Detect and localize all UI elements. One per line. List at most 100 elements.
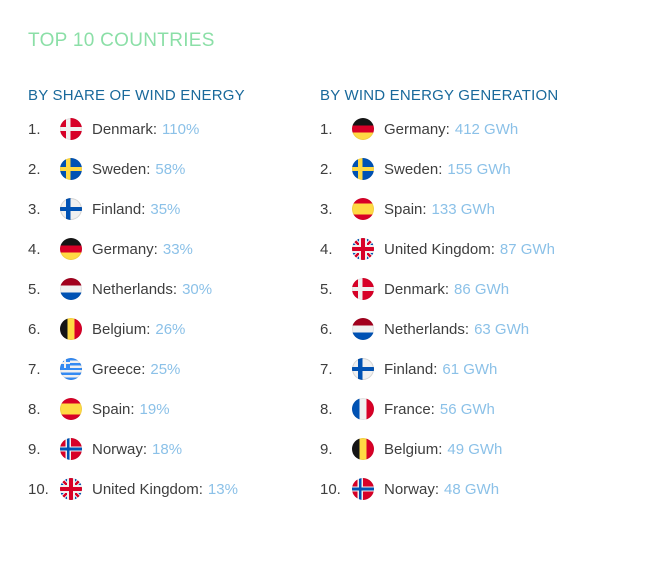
- country-value: 33%: [162, 240, 193, 258]
- rank-number: 7.: [320, 360, 333, 378]
- country-name: Denmark:: [92, 120, 158, 138]
- country-value: 48 GWh: [444, 480, 500, 498]
- country-value: 61 GWh: [442, 360, 498, 378]
- list-item: 10. Norway: 48 GWh: [320, 469, 645, 509]
- list-item: 2. Sweden: 58%: [28, 149, 320, 189]
- generation-rank-list: 1. Germany: 412 GWh 2. Sweden: 155 GWh 3…: [320, 109, 645, 509]
- rank-number: 8.: [28, 400, 41, 418]
- denmark-flag-icon: [60, 118, 82, 140]
- rank-number: 9.: [28, 440, 41, 458]
- finland-flag-icon: [60, 198, 82, 220]
- united-kingdom-flag-icon: [60, 478, 82, 500]
- country-value: 19%: [139, 400, 170, 418]
- country-name: Sweden:: [92, 160, 151, 178]
- country-name: Denmark:: [384, 280, 450, 298]
- list-item: 6. Netherlands: 63 GWh: [320, 309, 645, 349]
- rank-number: 6.: [320, 320, 333, 338]
- rank-number: 1.: [28, 120, 41, 138]
- germany-flag-icon: [352, 118, 374, 140]
- top-10-countries-panel: TOP 10 COUNTRIES BY SHARE OF WIND ENERGY…: [0, 30, 645, 509]
- country-name: Spain:: [92, 400, 135, 418]
- list-item: 7. Greece: 25%: [28, 349, 320, 389]
- column-share-of-wind-energy: BY SHARE OF WIND ENERGY 1. Denmark: 110%…: [28, 87, 320, 509]
- denmark-flag-icon: [352, 278, 374, 300]
- rank-number: 5.: [28, 280, 41, 298]
- country-name: Netherlands:: [92, 280, 178, 298]
- country-name: Belgium:: [384, 440, 443, 458]
- country-name: Finland:: [384, 360, 438, 378]
- greece-flag-icon: [60, 358, 82, 380]
- rank-number: 3.: [320, 200, 333, 218]
- list-item: 8. France: 56 GWh: [320, 389, 645, 429]
- country-name: Germany:: [384, 120, 450, 138]
- country-value: 86 GWh: [454, 280, 510, 298]
- column-wind-energy-generation: BY WIND ENERGY GENERATION 1. Germany: 41…: [320, 87, 645, 509]
- list-item: 9. Belgium: 49 GWh: [320, 429, 645, 469]
- country-value: 18%: [152, 440, 183, 458]
- country-name: Belgium:: [92, 320, 151, 338]
- country-value: 155 GWh: [447, 160, 511, 178]
- country-name: Norway:: [384, 480, 440, 498]
- norway-flag-icon: [352, 478, 374, 500]
- list-item: 5. Denmark: 86 GWh: [320, 269, 645, 309]
- belgium-flag-icon: [352, 438, 374, 460]
- columns-container: BY SHARE OF WIND ENERGY 1. Denmark: 110%…: [28, 87, 645, 509]
- country-value: 30%: [182, 280, 213, 298]
- country-value: 35%: [150, 200, 181, 218]
- country-name: Sweden:: [384, 160, 443, 178]
- list-item: 4. United Kingdom: 87 GWh: [320, 229, 645, 269]
- finland-flag-icon: [352, 358, 374, 380]
- country-value: 56 GWh: [439, 400, 495, 418]
- country-value: 25%: [150, 360, 181, 378]
- spain-flag-icon: [60, 398, 82, 420]
- list-item: 10. United Kingdom: 13%: [28, 469, 320, 509]
- netherlands-flag-icon: [60, 278, 82, 300]
- netherlands-flag-icon: [352, 318, 374, 340]
- rank-number: 8.: [320, 400, 333, 418]
- section-header-generation: BY WIND ENERGY GENERATION: [320, 87, 559, 104]
- rank-number: 10.: [28, 480, 49, 498]
- country-value: 133 GWh: [431, 200, 495, 218]
- rank-number: 6.: [28, 320, 41, 338]
- rank-number: 2.: [28, 160, 41, 178]
- country-value: 13%: [207, 480, 238, 498]
- list-item: 2. Sweden: 155 GWh: [320, 149, 645, 189]
- rank-number: 2.: [320, 160, 333, 178]
- rank-number: 3.: [28, 200, 41, 218]
- country-value: 58%: [155, 160, 186, 178]
- united-kingdom-flag-icon: [352, 238, 374, 260]
- share-rank-list: 1. Denmark: 110% 2. Sweden: 58% 3. Finla…: [28, 109, 320, 509]
- country-name: Spain:: [384, 200, 427, 218]
- list-item: 3. Spain: 133 GWh: [320, 189, 645, 229]
- list-item: 9. Norway: 18%: [28, 429, 320, 469]
- sweden-flag-icon: [352, 158, 374, 180]
- section-header-share: BY SHARE OF WIND ENERGY: [28, 87, 245, 104]
- country-name: Norway:: [92, 440, 148, 458]
- page-title: TOP 10 COUNTRIES: [28, 30, 215, 51]
- list-item: 7. Finland: 61 GWh: [320, 349, 645, 389]
- norway-flag-icon: [60, 438, 82, 460]
- country-name: Netherlands:: [384, 320, 470, 338]
- country-value: 87 GWh: [499, 240, 555, 258]
- country-name: United Kingdom:: [384, 240, 495, 258]
- rank-number: 9.: [320, 440, 333, 458]
- rank-number: 5.: [320, 280, 333, 298]
- list-item: 3. Finland: 35%: [28, 189, 320, 229]
- list-item: 4. Germany: 33%: [28, 229, 320, 269]
- rank-number: 1.: [320, 120, 333, 138]
- rank-number: 4.: [320, 240, 333, 258]
- country-value: 26%: [155, 320, 186, 338]
- list-item: 8. Spain: 19%: [28, 389, 320, 429]
- rank-number: 10.: [320, 480, 341, 498]
- germany-flag-icon: [60, 238, 82, 260]
- country-value: 63 GWh: [474, 320, 530, 338]
- country-name: France:: [384, 400, 435, 418]
- country-value: 110%: [162, 120, 200, 138]
- spain-flag-icon: [352, 198, 374, 220]
- rank-number: 7.: [28, 360, 41, 378]
- list-item: 5. Netherlands: 30%: [28, 269, 320, 309]
- sweden-flag-icon: [60, 158, 82, 180]
- france-flag-icon: [352, 398, 374, 420]
- rank-number: 4.: [28, 240, 41, 258]
- belgium-flag-icon: [60, 318, 82, 340]
